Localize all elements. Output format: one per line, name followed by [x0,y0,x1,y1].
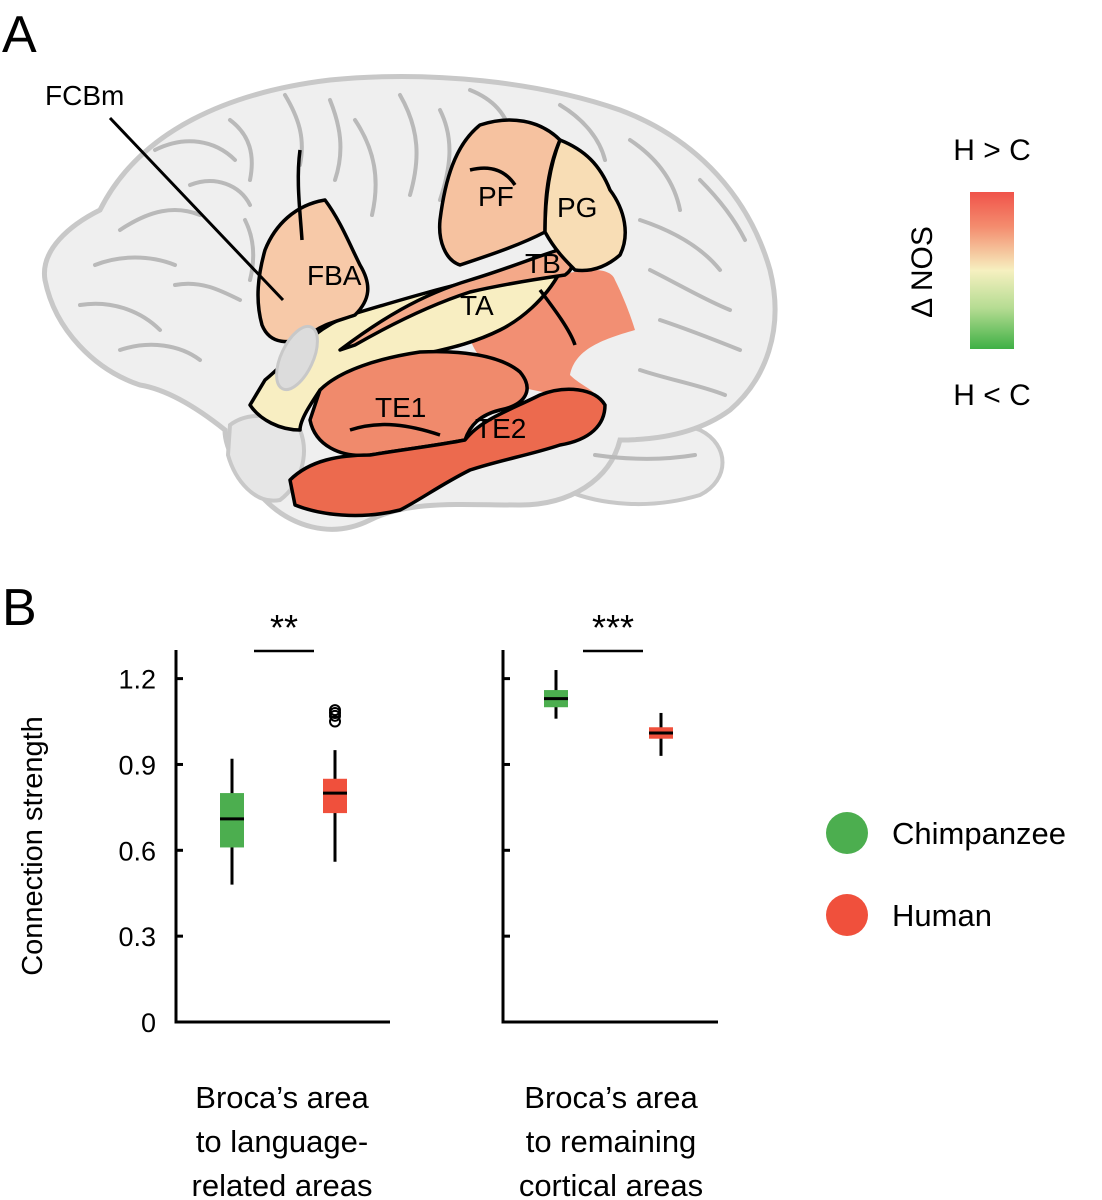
cortical-regions [248,118,635,518]
legend-label-human: Human [892,898,992,933]
label-te2: TE2 [475,413,526,444]
region-te2 [288,387,607,518]
legend-label-chimpanzee: Chimpanzee [892,816,1066,851]
colorbar-bottom-label: H < C [953,379,1031,412]
outlier-point [329,715,341,728]
category-label-line: to language- [196,1124,368,1159]
category-label-line: related areas [192,1168,373,1200]
legend-swatch-human [826,894,868,936]
y-tick-label: 0.6 [118,836,156,866]
category-label-line: to remaining [526,1124,697,1159]
region-superior-temporal [248,268,562,432]
box-human [649,712,673,756]
box-chimpanzee [544,670,568,719]
colorbar-top-label: H > C [953,134,1031,167]
label-pg: PG [557,192,597,223]
iqr-box [323,778,347,814]
legend-item-chimpanzee: Chimpanzee [826,812,1066,854]
colorbar-title: Δ NOS [906,226,939,318]
label-pf: PF [478,181,514,212]
y-tick-label: 1.2 [118,665,156,695]
category-label-line: cortical areas [519,1168,703,1200]
significance-label: *** [592,607,634,648]
brain-illustration: FCBm FBA PF PG TB TA TE1 TE2 [41,74,778,532]
panel-a-letter: A [2,6,37,64]
insula [275,324,319,392]
sulci [78,88,747,461]
significance-label: ** [270,607,298,648]
panel-b-letter: B [2,579,37,637]
y-tick-labels: 0 0.3 0.6 0.9 1.2 [118,665,156,1038]
y-tick-label: 0.9 [118,750,156,780]
colorbar: H > C Δ NOS H < C [906,134,1031,412]
y-tick-label: 0 [141,1008,156,1038]
label-tb: TB [525,248,561,279]
label-te1: TE1 [375,392,426,423]
label-fba: FBA [307,260,362,291]
box-panel-2: *** Broca’s area to remaining cortical area… [501,607,718,1200]
box-human [323,704,347,862]
label-ta: TA [460,290,494,321]
category-label-line: Broca’s area [524,1080,698,1115]
label-fcbm: FCBm [45,80,124,111]
colorbar-gradient [970,192,1014,349]
outlier-point [329,704,341,717]
legend-item-human: Human [826,894,992,936]
y-axis-title: Connection strength [17,716,49,976]
fcbm-leader-line [108,116,285,302]
region-pg [543,138,627,273]
category-label-line: Broca’s area [195,1080,369,1115]
legend: Chimpanzee Human [826,812,1066,936]
box-panel-1: ** Broca’s area to language-related areas [174,607,390,1200]
y-tick-label: 0.3 [118,922,156,952]
box-chimpanzee [220,758,244,885]
legend-swatch-chimpanzee [826,812,868,854]
region-fba [256,198,370,344]
